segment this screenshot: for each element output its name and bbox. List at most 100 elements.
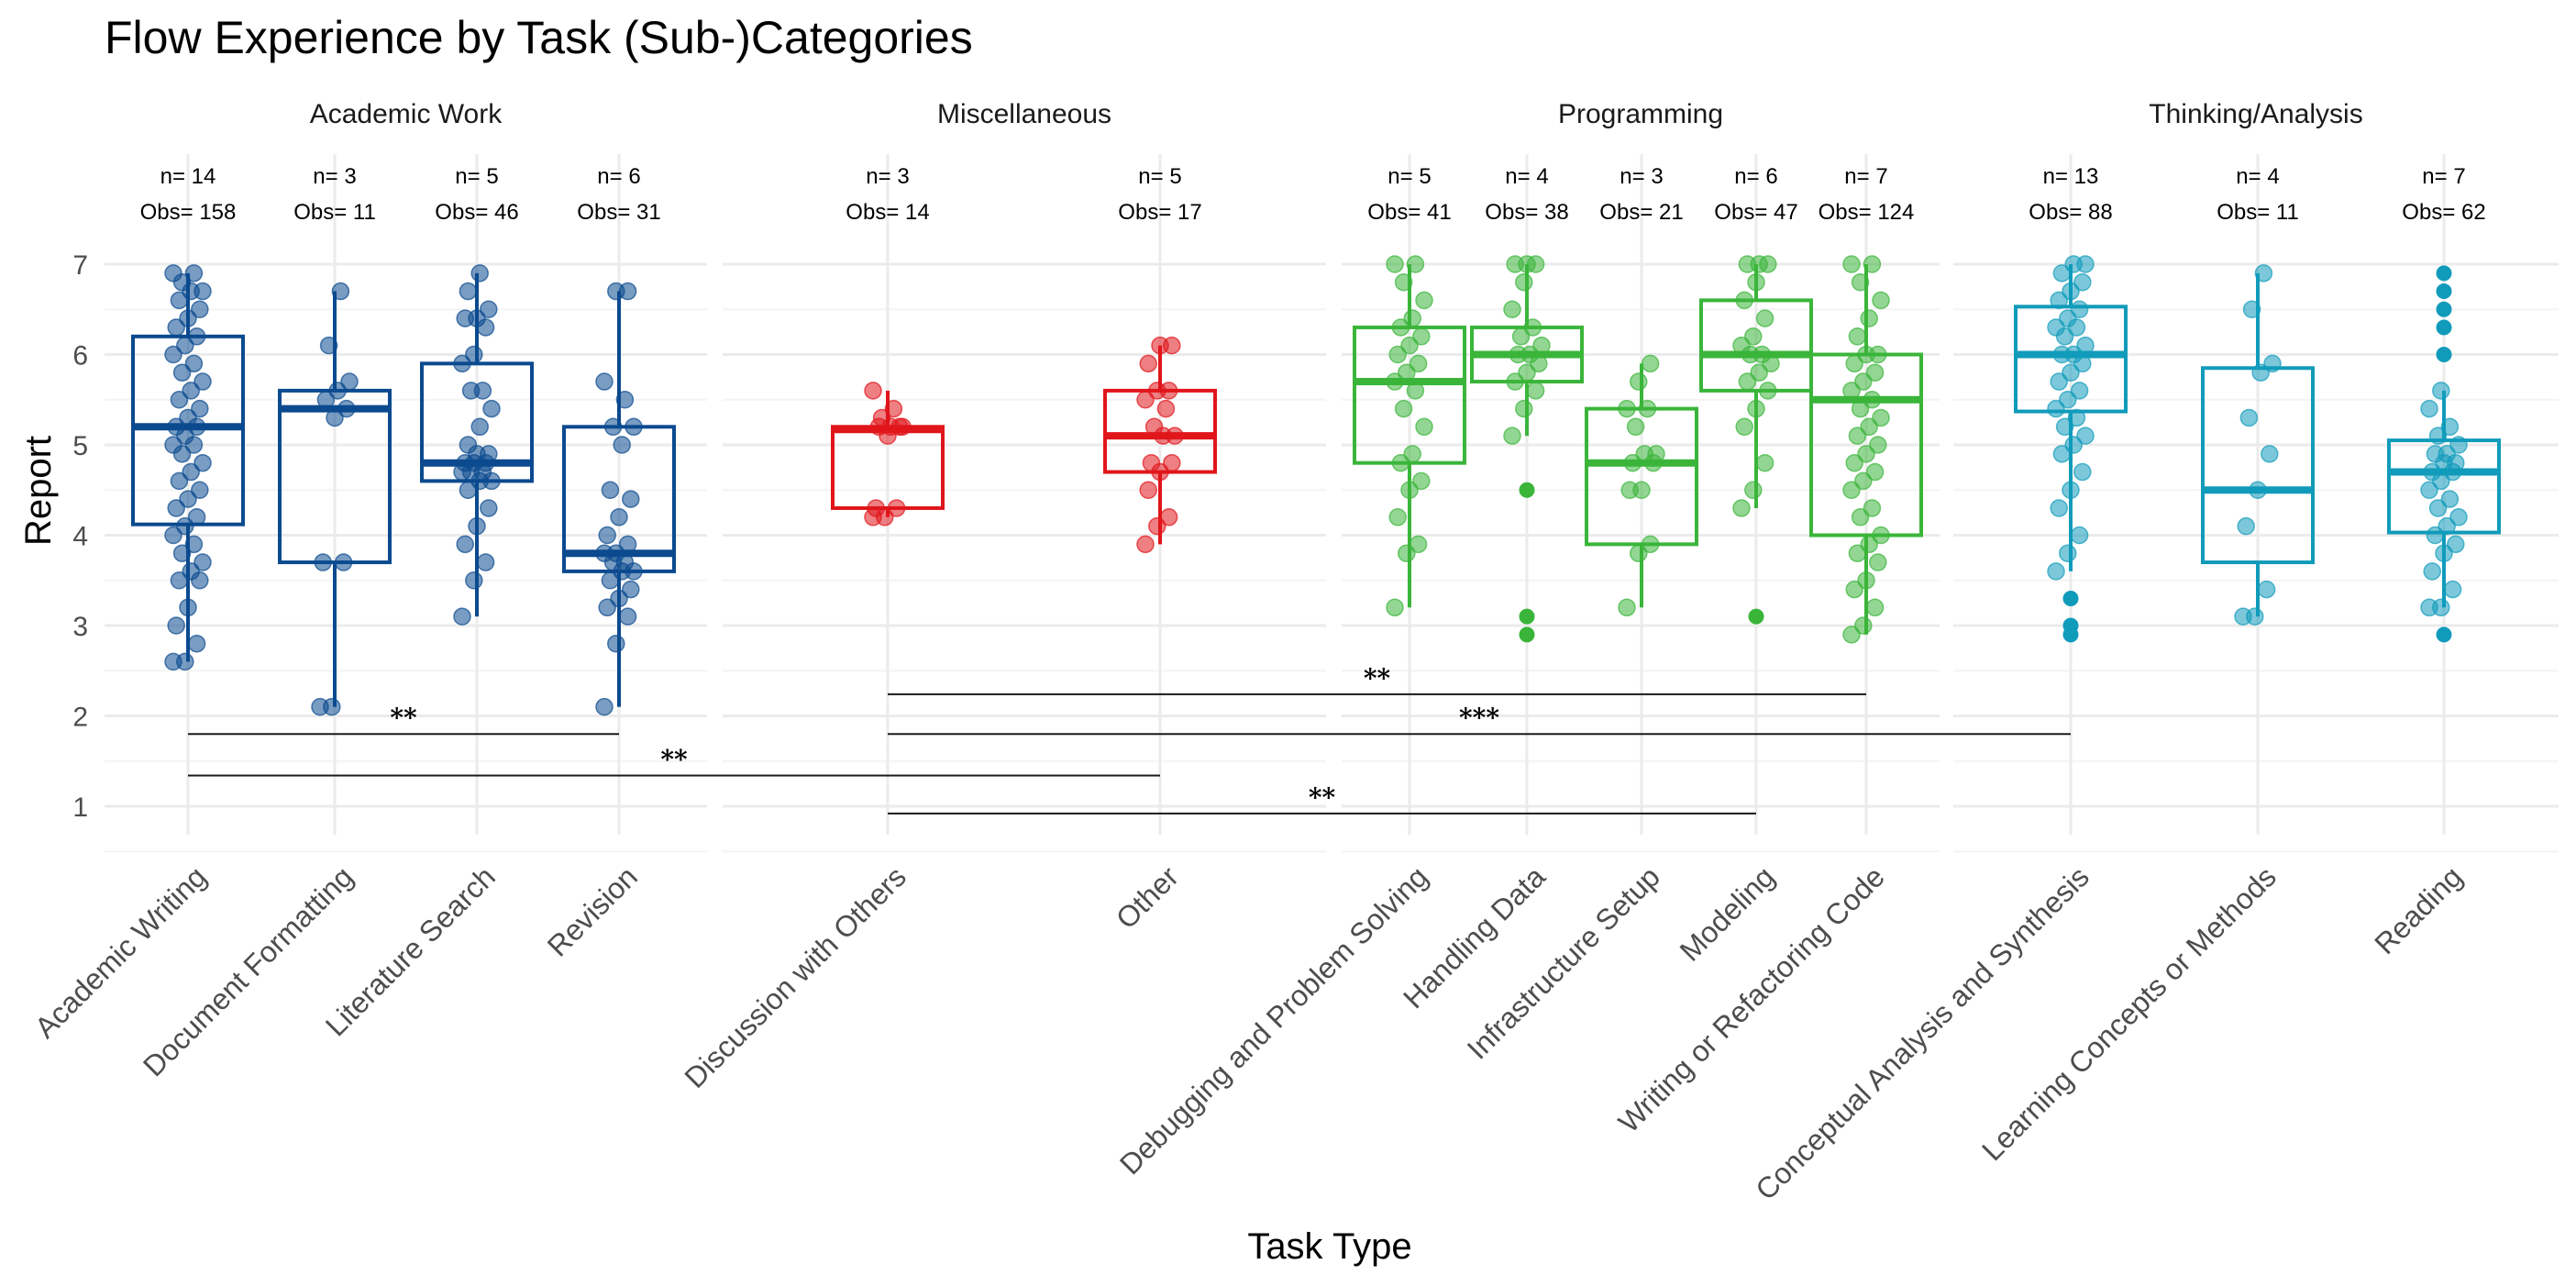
data-point <box>1386 255 1404 273</box>
x-tick-label-revision: Revision <box>541 859 644 962</box>
data-point <box>1403 309 1421 327</box>
data-point <box>1503 427 1521 445</box>
data-point <box>459 282 478 301</box>
chart-title: Flow Experience by Task (Sub-)Categories <box>105 12 973 63</box>
data-point <box>601 481 620 499</box>
y-axis-label: Report <box>18 436 59 546</box>
data-point <box>1865 462 1885 482</box>
data-point <box>1400 336 1419 355</box>
data-point <box>610 508 628 527</box>
outlier-point <box>1519 626 1535 643</box>
data-point <box>182 382 200 400</box>
box-rect <box>1353 325 1466 465</box>
x-tick-label-other: Other <box>1110 859 1185 935</box>
data-point <box>607 634 625 653</box>
data-point <box>331 282 350 301</box>
data-point <box>598 598 616 617</box>
y-tick-label: 6 <box>72 341 88 371</box>
data-point <box>622 580 640 599</box>
data-point <box>2239 408 2259 427</box>
box-writing-or-refactoring-code: n= 7 Obs= 124 <box>1809 164 1923 644</box>
box-document-formatting: n= 3 Obs= 11 <box>278 164 392 716</box>
data-point <box>598 526 616 545</box>
data-point <box>1857 571 1875 590</box>
data-point <box>1394 272 1413 292</box>
obs-count-label: Obs= 62 <box>2402 200 2485 225</box>
data-point <box>1159 508 1178 527</box>
data-point <box>1626 417 1645 437</box>
data-point <box>2062 363 2080 382</box>
data-point <box>1139 354 1157 373</box>
data-point <box>1409 535 1428 554</box>
x-tick-label-infrastructure-setup: Infrastructure Setup <box>1461 859 1666 1065</box>
obs-count-label: Obs= 17 <box>1118 200 1201 225</box>
obs-count-label: Obs= 38 <box>1485 200 1568 225</box>
obs-count-label: Obs= 11 <box>293 200 376 225</box>
data-point <box>1163 453 1181 472</box>
n-count-label: n= 6 <box>1734 164 1777 189</box>
significance-label: ** <box>660 745 688 775</box>
data-point <box>1735 417 1753 437</box>
data-point <box>1386 598 1404 617</box>
obs-count-label: Obs= 158 <box>140 200 237 225</box>
data-point <box>473 382 492 400</box>
data-point <box>465 571 483 590</box>
y-tick-label: 5 <box>72 431 88 461</box>
data-point <box>1163 336 1181 355</box>
x-tick-label-discussion-with-others: Discussion with Others <box>678 859 912 1094</box>
data-point <box>2059 544 2077 562</box>
significance-academic-writing-other: ** <box>188 745 1160 777</box>
obs-count-label: Obs= 21 <box>1599 200 1683 225</box>
box-handling-data: n= 4 Obs= 38 <box>1470 164 1584 643</box>
x-tick-label-modeling: Modeling <box>1674 859 1781 967</box>
data-point <box>1641 354 1660 373</box>
data-point <box>319 336 338 355</box>
facet-label-academic-work: Academic Work <box>310 99 503 129</box>
data-point <box>164 526 182 545</box>
data-point <box>456 535 474 554</box>
n-count-label: n= 6 <box>597 164 640 189</box>
data-point <box>1863 255 1882 273</box>
data-point <box>2443 580 2462 599</box>
outlier-point <box>1748 608 1764 625</box>
data-point <box>1842 481 1861 499</box>
data-point <box>1857 445 1875 463</box>
obs-count-label: Obs= 31 <box>577 200 660 225</box>
significance-label: ** <box>1309 782 1336 813</box>
y-axis: 1 2 3 4 5 6 7 <box>72 250 88 823</box>
data-point <box>2050 372 2068 391</box>
data-point <box>193 453 212 472</box>
n-count-label: n= 3 <box>1620 164 1663 189</box>
data-point <box>2047 562 2065 581</box>
data-point <box>1750 363 1768 382</box>
data-point <box>1412 471 1431 491</box>
data-point <box>2447 535 2465 554</box>
y-tick-label: 2 <box>72 703 88 733</box>
box-rect <box>2387 438 2501 535</box>
data-point <box>1842 255 1861 273</box>
significance-academic-writing-revision: ** <box>188 703 619 736</box>
data-point <box>184 354 204 373</box>
n-count-label: n= 3 <box>866 164 909 189</box>
data-point <box>2435 544 2453 562</box>
data-point <box>323 697 341 716</box>
data-point <box>2059 309 2077 327</box>
data-point <box>2052 445 2072 463</box>
data-point <box>1618 598 1636 617</box>
outlier-point <box>2436 626 2452 643</box>
significance-discussion-with-others-conceptual-analysis-and-synthesis: *** <box>888 703 2071 736</box>
data-point <box>1854 372 1873 391</box>
box-rect <box>278 388 392 565</box>
n-count-label: n= 4 <box>1505 164 1548 189</box>
data-point <box>1388 345 1407 364</box>
data-point <box>1848 544 1867 562</box>
data-point <box>1526 382 1545 400</box>
data-point <box>1398 544 1416 562</box>
facet-label-thinking-analysis: Thinking/Analysis <box>2149 99 2362 129</box>
outlier-point <box>2436 319 2452 336</box>
box-rect <box>1809 352 1923 538</box>
data-point <box>610 589 628 608</box>
data-point <box>1515 272 1533 292</box>
data-point <box>2432 598 2450 617</box>
